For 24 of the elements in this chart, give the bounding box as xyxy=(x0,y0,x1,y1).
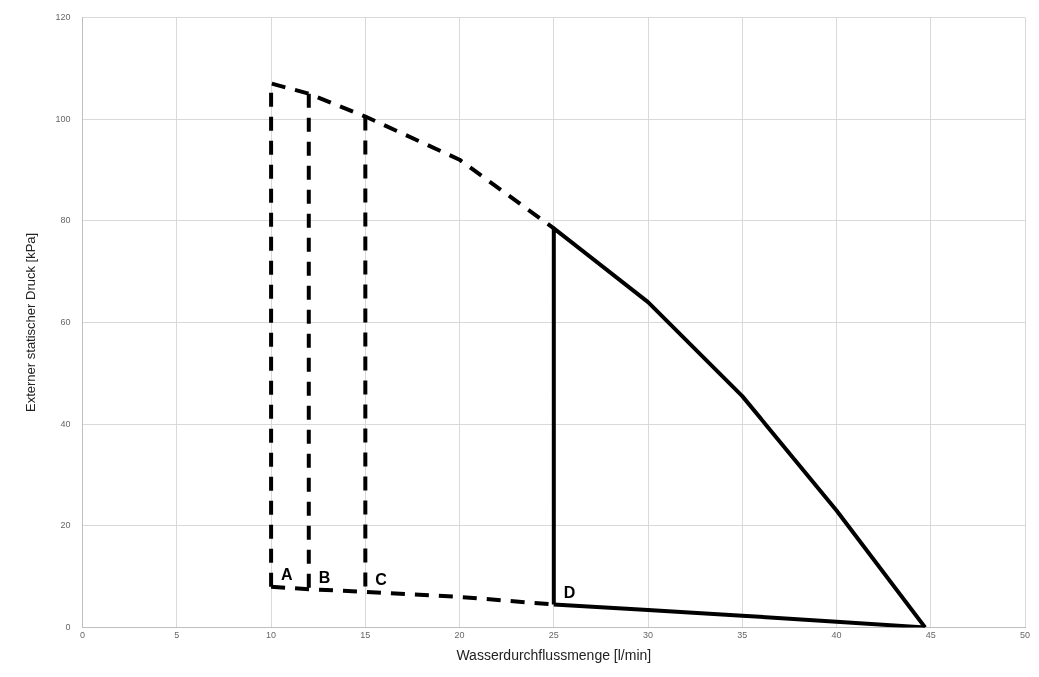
x-tick-label: 25 xyxy=(548,630,559,641)
x-tick-label: 20 xyxy=(454,630,465,641)
annotation: C xyxy=(375,571,388,589)
y-tick-label: 20 xyxy=(60,520,71,531)
x-axis-title: Wasserdurchflussmenge [l/min] xyxy=(456,647,652,664)
y-tick-label: 100 xyxy=(55,113,71,124)
x-tick-label: 35 xyxy=(737,630,748,641)
y-tick-label: 80 xyxy=(60,215,71,226)
y-tick-label: 120 xyxy=(55,11,71,22)
y-tick-label: 40 xyxy=(60,418,71,429)
y-tick-label: 60 xyxy=(60,316,71,327)
y-tick-label: 0 xyxy=(65,621,71,632)
x-tick-label: 0 xyxy=(80,630,86,641)
x-tick-label: 10 xyxy=(266,630,277,641)
annotation: A xyxy=(281,566,294,584)
annotation: B xyxy=(318,568,331,586)
x-tick-label: 15 xyxy=(360,630,371,641)
x-tick-label: 5 xyxy=(174,630,180,641)
x-tick-label: 45 xyxy=(925,630,936,641)
annotation: D xyxy=(563,583,576,601)
x-tick-label: 50 xyxy=(1019,630,1031,641)
x-tick-label: 40 xyxy=(831,630,842,641)
y-axis-title: Externer statischer Druck [kPa] xyxy=(23,232,39,412)
x-tick-label: 30 xyxy=(643,630,654,641)
